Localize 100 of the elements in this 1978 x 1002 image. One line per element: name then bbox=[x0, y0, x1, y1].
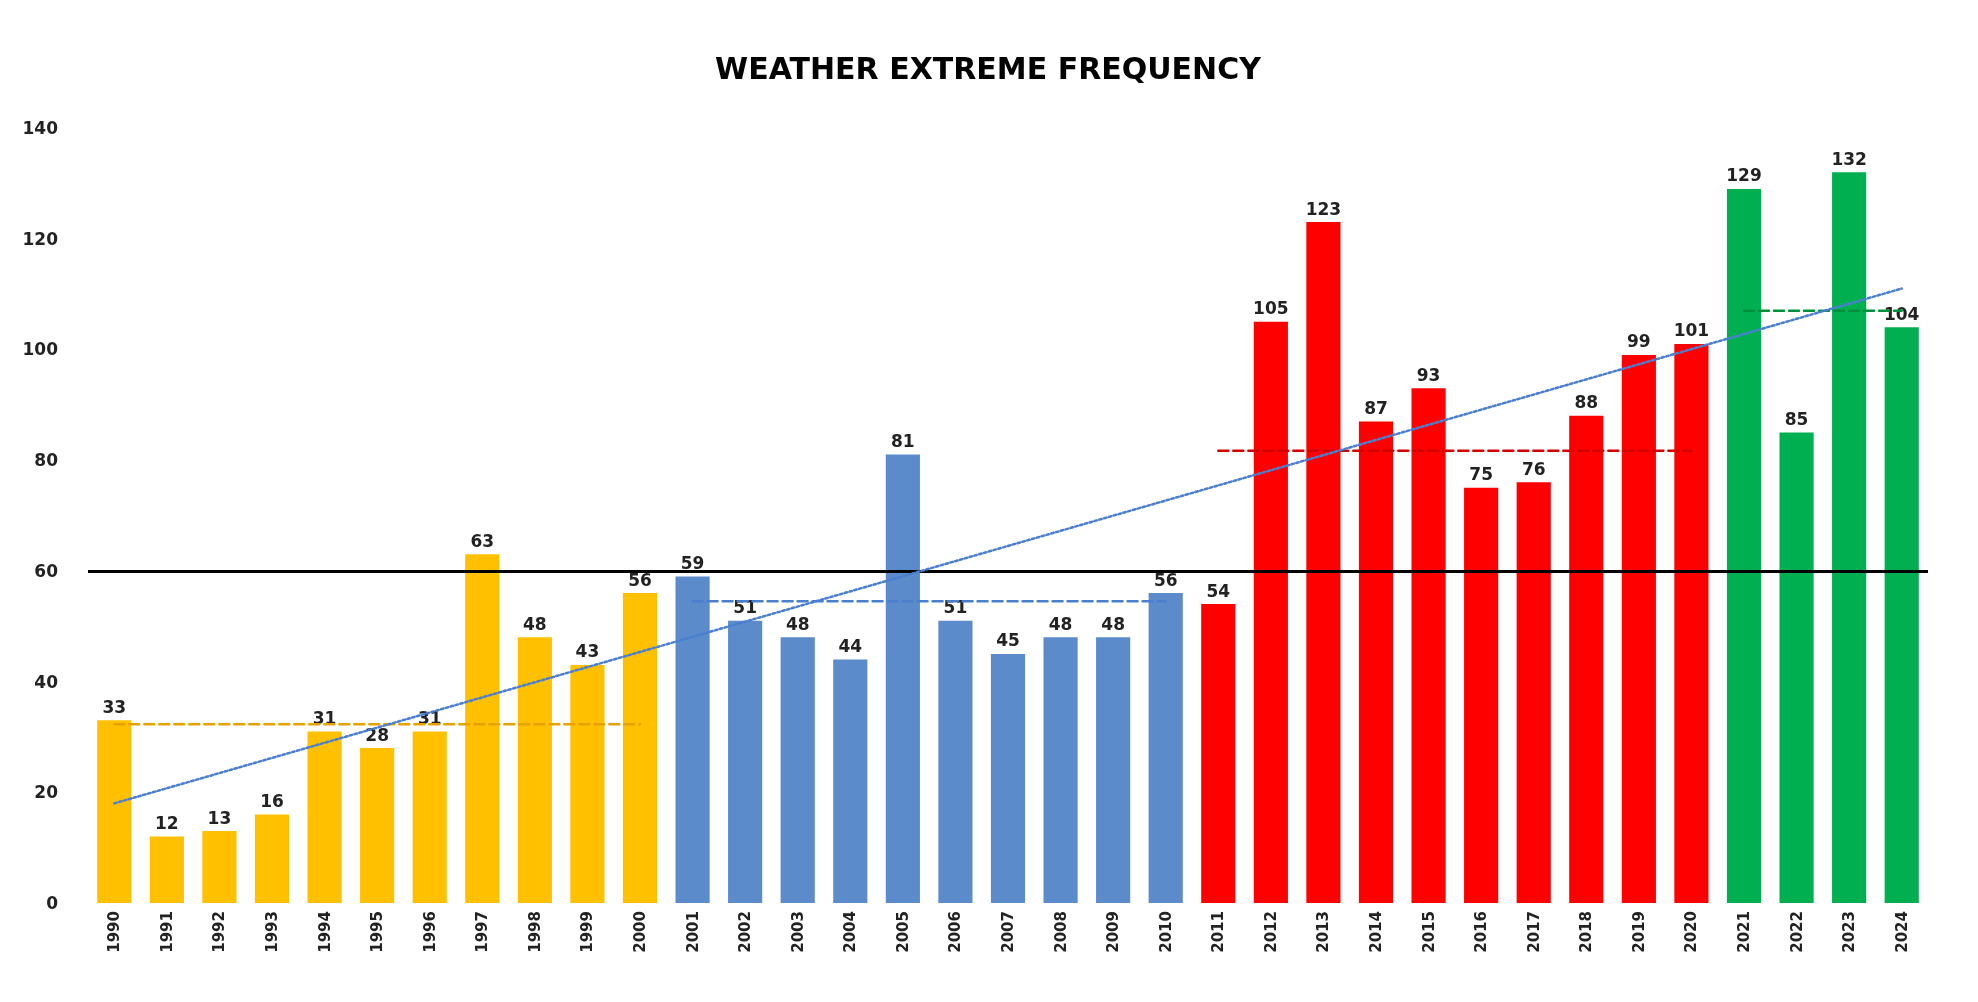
bar bbox=[1884, 327, 1919, 903]
bar bbox=[149, 836, 184, 903]
data-label: 56 bbox=[628, 569, 652, 590]
bar bbox=[254, 814, 290, 903]
data-label: 28 bbox=[365, 724, 389, 745]
x-tick-label: 2009 bbox=[1104, 911, 1123, 953]
data-label: 104 bbox=[1883, 303, 1920, 324]
data-label: 48 bbox=[523, 613, 547, 634]
x-tick-label: 2008 bbox=[1051, 911, 1070, 953]
data-label: 85 bbox=[1784, 408, 1809, 429]
x-tick-label: 2015 bbox=[1419, 911, 1438, 953]
x-tick-label: 1992 bbox=[210, 911, 229, 953]
x-tick-label: 2021 bbox=[1735, 911, 1753, 953]
bar bbox=[412, 731, 447, 903]
x-tick-label: 2022 bbox=[1787, 911, 1806, 953]
y-tick-label: 140 bbox=[22, 118, 59, 138]
bar bbox=[1832, 172, 1867, 903]
bar bbox=[1569, 415, 1604, 903]
bar bbox=[1516, 482, 1551, 903]
data-label: 81 bbox=[891, 431, 915, 452]
x-tick-label: 2001 bbox=[683, 911, 702, 953]
bar bbox=[1358, 421, 1394, 903]
y-tick-label: 0 bbox=[46, 893, 59, 913]
data-label: 75 bbox=[1469, 464, 1493, 485]
data-label: 48 bbox=[1101, 613, 1125, 634]
x-tick-label: 2014 bbox=[1367, 911, 1385, 953]
bar bbox=[517, 637, 552, 903]
data-label: 56 bbox=[1153, 569, 1178, 590]
data-label: 93 bbox=[1416, 364, 1441, 385]
data-label: 132 bbox=[1831, 148, 1867, 169]
data-label: 129 bbox=[1726, 165, 1762, 186]
x-tick-label: 1990 bbox=[105, 911, 124, 953]
bar bbox=[1674, 343, 1709, 903]
bar bbox=[938, 620, 973, 903]
x-tick-label: 2016 bbox=[1472, 911, 1491, 953]
bar bbox=[728, 620, 763, 903]
bar bbox=[1201, 604, 1236, 903]
bar bbox=[990, 653, 1026, 903]
data-label: 48 bbox=[1048, 613, 1073, 634]
x-tick-label: 1998 bbox=[525, 911, 544, 953]
data-label: 76 bbox=[1521, 458, 1546, 479]
x-tick-label: 2006 bbox=[946, 911, 965, 953]
data-label: 44 bbox=[838, 635, 863, 656]
y-tick-label: 120 bbox=[22, 228, 59, 249]
x-tick-label: 2019 bbox=[1629, 911, 1648, 953]
data-label: 87 bbox=[1364, 397, 1388, 418]
y-tick-label: 40 bbox=[34, 671, 59, 692]
bar bbox=[360, 748, 395, 903]
bar bbox=[1621, 354, 1656, 903]
data-label: 101 bbox=[1673, 320, 1710, 341]
x-tick-label: 2007 bbox=[999, 911, 1017, 953]
x-tick-label: 2002 bbox=[736, 911, 755, 953]
bar bbox=[570, 664, 605, 903]
x-tick-label: 1994 bbox=[315, 911, 334, 953]
bar bbox=[675, 576, 710, 903]
bar bbox=[1726, 188, 1762, 903]
data-label: 59 bbox=[680, 552, 705, 573]
x-tick-label: 2017 bbox=[1524, 911, 1543, 953]
x-tick-label: 1997 bbox=[473, 911, 492, 953]
bar bbox=[1148, 593, 1183, 903]
y-tick-label: 80 bbox=[34, 450, 59, 471]
bar bbox=[202, 831, 237, 903]
data-label: 63 bbox=[470, 530, 495, 551]
bar bbox=[833, 659, 868, 903]
x-tick-label: 2003 bbox=[788, 911, 807, 953]
x-tick-label: 2024 bbox=[1892, 911, 1911, 953]
x-tick-label: 1991 bbox=[157, 911, 176, 953]
bar bbox=[1096, 637, 1131, 903]
y-tick-label: 20 bbox=[34, 782, 59, 803]
chart-title: WEATHER EXTREME FREQUENCY bbox=[715, 50, 1263, 86]
x-tick-label: 2018 bbox=[1577, 911, 1596, 953]
bar bbox=[97, 720, 132, 903]
x-tick-label: 1995 bbox=[368, 911, 387, 953]
bar bbox=[1306, 222, 1341, 903]
data-label: 105 bbox=[1253, 298, 1289, 319]
x-tick-label: 2004 bbox=[841, 911, 860, 953]
bar bbox=[780, 637, 815, 903]
data-label: 123 bbox=[1305, 198, 1342, 219]
x-tick-label: 2023 bbox=[1840, 911, 1859, 953]
data-label: 33 bbox=[102, 696, 127, 717]
data-label: 88 bbox=[1574, 392, 1599, 413]
x-tick-label: 2020 bbox=[1682, 911, 1701, 953]
x-tick-label: 2000 bbox=[631, 911, 649, 953]
bar bbox=[307, 731, 342, 903]
x-tick-label: 2011 bbox=[1209, 911, 1228, 953]
x-tick-label: 1996 bbox=[420, 911, 439, 953]
bar bbox=[622, 593, 658, 903]
data-label: 45 bbox=[996, 630, 1020, 651]
data-label: 43 bbox=[575, 641, 600, 662]
bar bbox=[1779, 432, 1814, 903]
x-tick-label: 2005 bbox=[893, 911, 912, 953]
bar bbox=[1411, 388, 1446, 903]
bar bbox=[1043, 637, 1078, 903]
x-tick-label: 2013 bbox=[1314, 911, 1333, 953]
data-label: 54 bbox=[1206, 580, 1231, 601]
x-tick-label: 1993 bbox=[263, 911, 281, 953]
data-label: 48 bbox=[785, 613, 810, 634]
bar bbox=[885, 454, 920, 903]
data-label: 13 bbox=[207, 807, 232, 828]
bar bbox=[1464, 487, 1499, 903]
